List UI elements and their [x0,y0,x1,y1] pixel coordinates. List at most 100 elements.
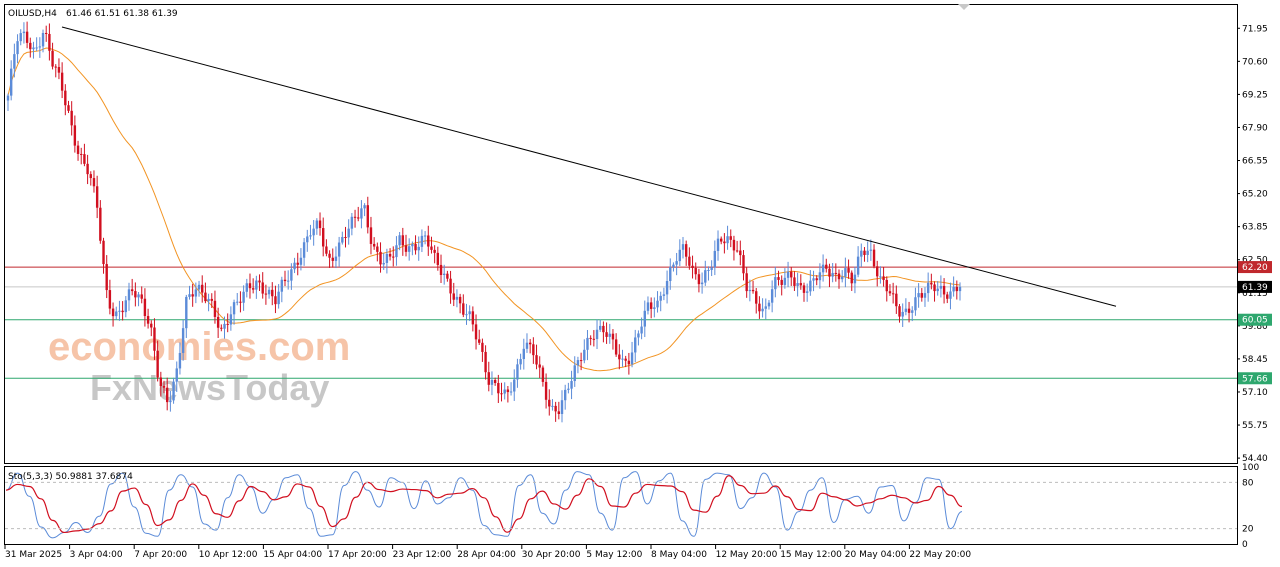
price-tick-label: 65.20 [1242,190,1268,200]
candle-body [232,302,236,315]
candle-body [818,272,822,281]
candle-body [662,294,666,296]
current-price-label: 61.39 [1242,283,1268,293]
candle-body [407,246,411,252]
candle-body [153,327,156,351]
candle-body [41,32,45,47]
candle-body [392,256,395,258]
candle-body [573,365,576,382]
candle-body [306,236,309,243]
candle-body [245,283,248,292]
candle-body [879,276,882,278]
candle-body [649,302,653,309]
candles [6,21,962,423]
time-tick-label: 20 May 04:00 [845,550,907,560]
candle-body [312,228,315,236]
candle-body [255,280,258,290]
candle-body [322,228,325,247]
candle-body [563,389,567,401]
candle-body [828,268,831,277]
candle-body [840,276,844,280]
candle-body [388,253,392,257]
candle-body [688,256,691,266]
candle-body [583,349,586,361]
candle-body [57,67,61,73]
candle-body [204,292,207,302]
candle-body [188,294,191,297]
candle-body [401,235,405,246]
candle-body [869,249,873,251]
candle-body [111,308,115,317]
candle-body [911,310,914,313]
candle-body [363,205,366,209]
candle-body [751,289,755,292]
candle-body [143,298,147,317]
price-tick-label: 69.25 [1242,90,1268,100]
candle-body [821,264,825,273]
resistance-label-bg [1238,261,1272,274]
candle-body [73,125,77,146]
candle-body [248,283,252,289]
price-tick-label: 58.45 [1242,355,1268,365]
candle-body [201,284,204,293]
candle-body [923,293,927,298]
candle-body [802,285,806,293]
candle-body [863,250,866,255]
candle-body [191,294,194,297]
candle-body [86,163,89,175]
candle-body [175,368,178,382]
candle-body [6,95,10,101]
candle-body [669,266,672,282]
stochastic-label: Sto(5,3,3) 50.9881 37.6874 [8,472,133,482]
candle-body [350,216,354,229]
descending-trendline[interactable] [61,26,1117,307]
trendline[interactable] [61,26,1117,307]
current-price-label-bg [1238,280,1272,293]
candle-body [544,381,548,400]
candle-body [497,383,500,394]
candle-body [548,399,551,407]
candle-body [888,291,892,294]
candle-body [525,342,529,349]
candle-body [735,250,739,252]
candle-body [611,333,615,340]
candle-body [761,308,764,312]
candle-body [694,267,697,275]
candle-body [554,405,557,412]
horizontal-levels [5,266,1237,379]
candle-body [347,228,350,238]
candle-body [939,285,943,289]
candle-body [165,387,169,403]
candle-body [799,283,803,286]
candle-body [602,325,605,333]
stochastic-tick-label: 20 [1242,525,1254,535]
candle-body [720,238,723,242]
chart-shift-marker[interactable] [958,4,970,10]
candle-body [942,285,946,295]
main-panel [4,4,1238,464]
candle-body [704,270,707,283]
candle-body [449,278,452,294]
candle-body [891,293,895,295]
candle-body [815,278,818,281]
candle-body [592,338,596,340]
candle-body [557,411,561,414]
candle-body [19,33,22,42]
candle-body [513,379,516,392]
candle-body [95,186,99,208]
candle-body [468,311,471,315]
watermark-economies: economies.com [48,325,350,369]
candle-body [901,311,904,317]
candle-body [783,277,787,285]
candle-body [624,358,627,361]
candle-body [251,288,255,290]
candle-body [599,325,602,330]
candle-body [853,274,857,284]
candle-body [239,301,242,303]
candle-body [532,344,535,356]
candle-body [115,311,118,317]
candle-body [70,110,73,126]
candle-body [856,256,860,275]
candle-body [503,389,506,394]
